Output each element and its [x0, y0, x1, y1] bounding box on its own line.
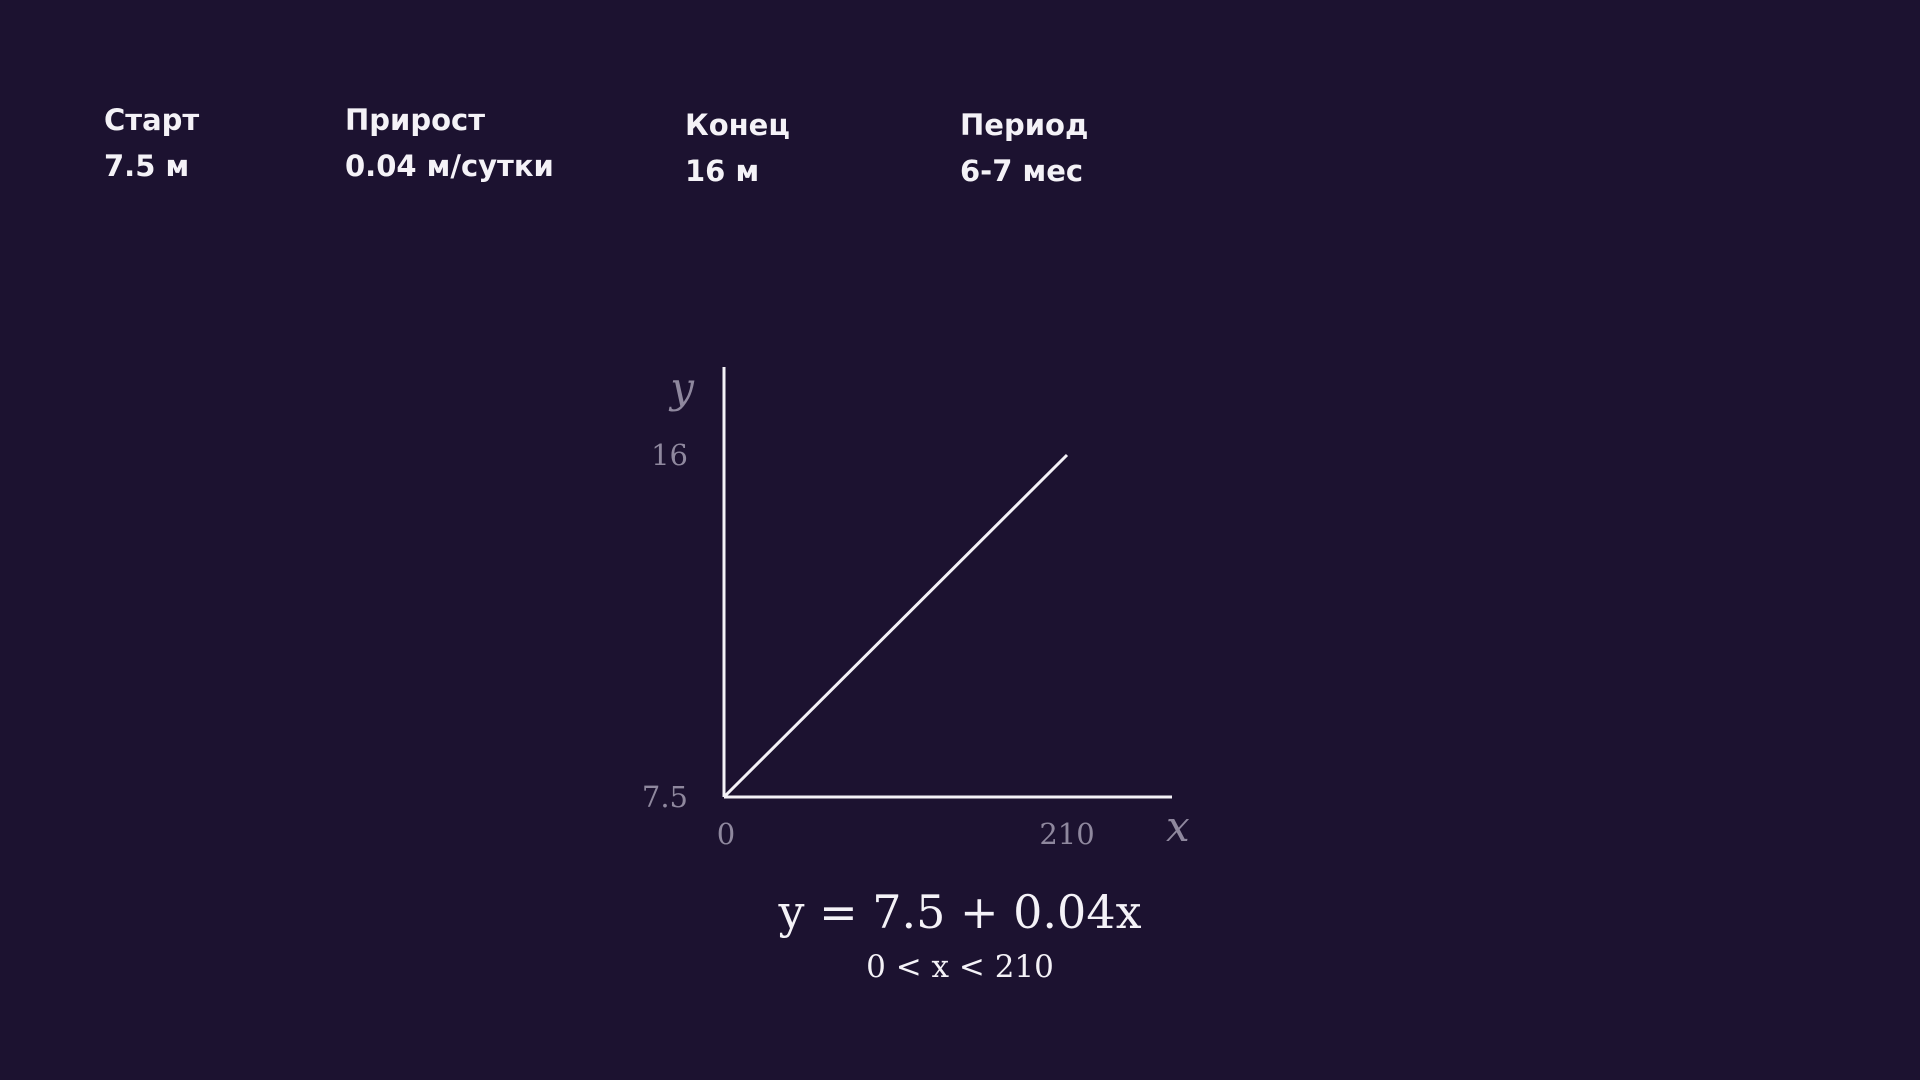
series-layer — [722, 453, 1069, 799]
stat-growth: Прирост 0.04 м/сутки — [345, 97, 554, 189]
y-tick-label-1: 16 — [651, 438, 688, 472]
stat-growth-value: 0.04 м/сутки — [345, 149, 554, 183]
stat-growth-label: Прирост — [345, 103, 486, 137]
tick-layer: 0 210 7.5 16 — [642, 438, 1095, 851]
stat-period-label: Период — [960, 108, 1089, 142]
y-tick-label-0: 7.5 — [642, 780, 688, 814]
x-tick-label-1: 210 — [1039, 817, 1094, 851]
stat-start-label: Старт — [104, 103, 200, 137]
equation-text: y = 7.5 + 0.04x — [777, 885, 1141, 939]
stat-end-label: Конец — [685, 108, 790, 142]
stat-period: Период 6-7 мес — [960, 102, 1088, 194]
condition-text: 0 < x < 210 — [866, 949, 1054, 985]
stat-end-value: 16 м — [685, 154, 760, 188]
stat-start: Старт 7.5 м — [104, 97, 199, 189]
stat-period-value: 6-7 мес — [960, 154, 1084, 188]
stat-end: Конец 16 м — [685, 102, 790, 194]
y-axis-label: y — [668, 363, 695, 412]
x-tick-label-0: 0 — [717, 817, 735, 851]
x-axis-label: x — [1166, 802, 1190, 851]
stat-start-value: 7.5 м — [104, 149, 190, 183]
series-line-0 — [722, 453, 1069, 799]
